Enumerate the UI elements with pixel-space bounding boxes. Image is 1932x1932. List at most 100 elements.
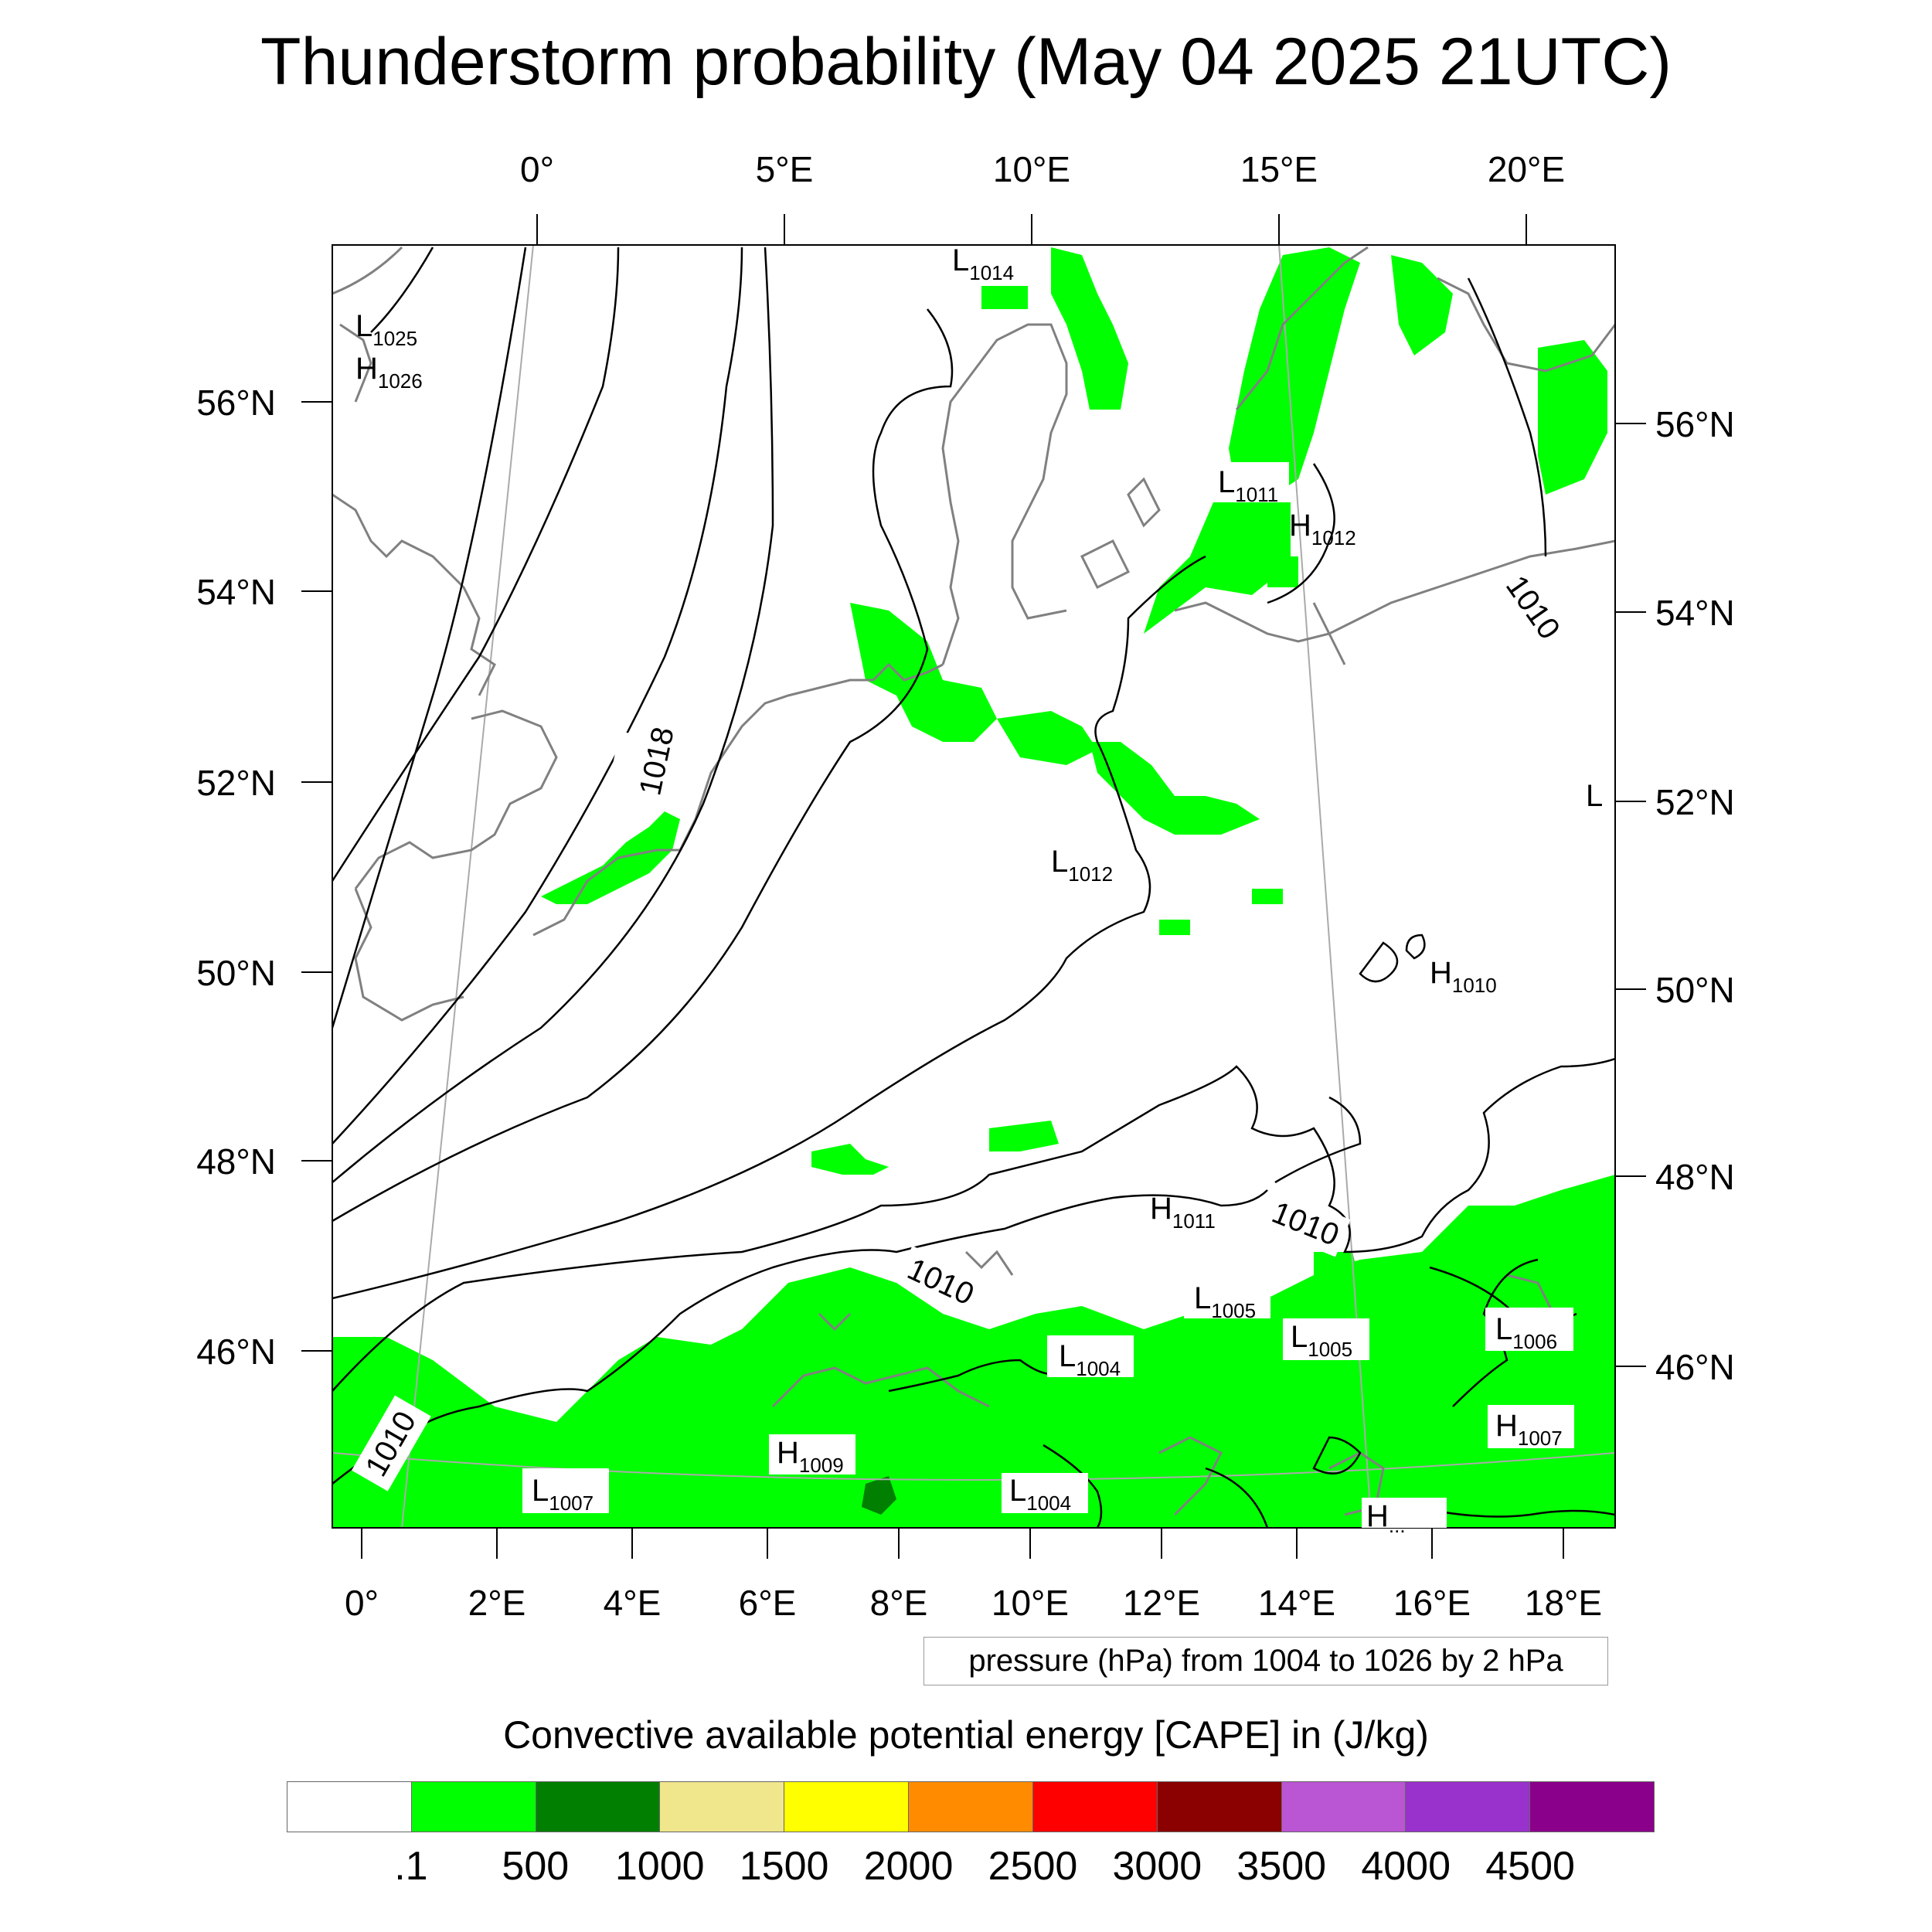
colorbar-swatch	[287, 1782, 412, 1832]
colorbar-swatch	[1406, 1782, 1531, 1832]
label-background	[1184, 1278, 1270, 1318]
pressure-note: pressure (hPa) from 1004 to 1026 by 2 hP…	[923, 1637, 1608, 1685]
colorbar-label: 1000	[614, 1844, 705, 1889]
pressure-center-low: L1004	[1009, 1474, 1071, 1515]
left-lat-label: 50°N	[196, 953, 276, 993]
pressure-center-low: L1014	[952, 243, 1014, 284]
bottom-lon-label: 16°E	[1393, 1583, 1471, 1623]
left-lat-label: 48°N	[196, 1141, 276, 1182]
pressure-center-high: H1012	[1289, 509, 1356, 549]
colorbar-swatch	[536, 1782, 661, 1832]
left-lat-label: 46°N	[196, 1332, 276, 1372]
pressure-center-high: H1009	[777, 1436, 844, 1477]
bottom-lon-label: 8°E	[870, 1583, 928, 1623]
label-background	[611, 731, 703, 791]
bottom-lon-label: 18°E	[1525, 1583, 1602, 1623]
label-background	[1488, 1405, 1574, 1448]
top-longitude-labels: 0° 5°E 10°E 15°E 20°E	[520, 149, 1565, 189]
colorbar-label: 2000	[863, 1844, 954, 1889]
cape-colorbar	[287, 1781, 1655, 1832]
pressure-center-low: L	[1586, 779, 1603, 813]
pressure-center-high: H1010	[1430, 956, 1497, 997]
colorbar-swatch	[1032, 1782, 1158, 1832]
right-lat-label: 52°N	[1655, 782, 1735, 822]
bottom-lon-label: 12°E	[1123, 1583, 1200, 1623]
pressure-center-high: H...	[1366, 1499, 1406, 1537]
label-background	[522, 1468, 609, 1513]
right-lat-label: 56°N	[1655, 404, 1735, 444]
colorbar-swatch	[660, 1782, 785, 1832]
colorbar-label: .1	[394, 1844, 428, 1889]
bottom-lon-label: 2°E	[468, 1583, 526, 1623]
cape-green-area	[332, 247, 1615, 1528]
isobar-label: 1010	[1499, 570, 1566, 645]
colorbar-label: 3000	[1112, 1844, 1202, 1889]
top-lon-label: 0°	[520, 149, 554, 189]
label-background	[769, 1434, 855, 1475]
bottom-lon-label: 0°	[345, 1583, 379, 1623]
pressure-center-high: H1007	[1495, 1409, 1563, 1450]
label-background	[1259, 1189, 1351, 1257]
pressure-center-high: H1026	[355, 352, 423, 393]
pressure-center-low: L1005	[1291, 1320, 1352, 1361]
colorbar-swatch	[1157, 1782, 1282, 1832]
label-background	[896, 1245, 987, 1316]
pressure-center-low: L1006	[1495, 1312, 1557, 1353]
colorbar-label: 3500	[1236, 1844, 1327, 1889]
label-background	[1283, 1318, 1369, 1360]
map-title: Thunderstorm probability (May 04 2025 21…	[260, 25, 1672, 99]
pressure-center-low: L1012	[1051, 845, 1113, 886]
cape-darkgreen-area	[862, 1476, 896, 1515]
colorbar-swatch	[411, 1782, 536, 1832]
colorbar-label: 4000	[1361, 1844, 1451, 1889]
colorbar-label: 4500	[1485, 1844, 1575, 1889]
bottom-lon-label: 6°E	[739, 1583, 797, 1623]
left-lat-label: 54°N	[196, 572, 276, 612]
right-lat-label: 50°N	[1655, 970, 1735, 1010]
colorbar-swatch	[1530, 1782, 1654, 1832]
right-lat-label: 48°N	[1655, 1157, 1735, 1197]
label-background	[1047, 1335, 1134, 1377]
cape-legend-title: Convective available potential energy [C…	[503, 1713, 1429, 1757]
bottom-lon-label: 10°E	[992, 1583, 1069, 1623]
pressure-centers: L1025 H1026 L1014 L1011 H1012 L1012 H101…	[355, 243, 1603, 1537]
left-latitude-labels: 56°N 54°N 52°N 50°N 48°N 46°N	[196, 383, 276, 1372]
isobars	[332, 247, 1615, 1528]
pressure-center-low: L1007	[532, 1474, 594, 1515]
pressure-center-low: L1011	[1218, 465, 1278, 506]
label-background	[1485, 1308, 1573, 1351]
graticule	[332, 245, 1615, 1528]
pressure-center-low: L1025	[355, 309, 417, 350]
bottom-lon-label: 14°E	[1258, 1583, 1335, 1623]
colorbar-swatch	[1281, 1782, 1406, 1832]
bottom-longitude-labels: 0° 2°E 4°E 6°E 8°E 10°E 12°E 14°E 16°E 1…	[345, 1583, 1602, 1623]
left-lat-label: 52°N	[196, 763, 276, 803]
top-lon-label: 5°E	[756, 149, 814, 189]
pressure-center-low: L1004	[1059, 1339, 1121, 1380]
map-content	[332, 245, 1615, 1528]
colorbar-swatch	[784, 1782, 910, 1832]
label-background	[1002, 1473, 1088, 1513]
colorbar-label: 2500	[988, 1844, 1078, 1889]
isobar-label: 1018	[633, 724, 681, 798]
label-background	[1362, 1498, 1447, 1528]
top-lon-label: 10°E	[993, 149, 1070, 189]
colorbar-label: 500	[502, 1844, 570, 1889]
tick-marks	[301, 214, 1646, 1559]
colorbar-label: 1500	[739, 1844, 829, 1889]
label-background	[351, 1395, 431, 1492]
label-background	[1208, 462, 1289, 502]
bottom-lon-label: 4°E	[604, 1583, 662, 1623]
top-lon-label: 20°E	[1488, 149, 1565, 189]
map-frame	[332, 244, 1616, 1529]
top-lon-label: 15°E	[1240, 149, 1318, 189]
pressure-center-low: L1005	[1194, 1281, 1256, 1322]
pressure-center-high: H1011	[1150, 1192, 1216, 1233]
right-lat-label: 54°N	[1655, 593, 1735, 633]
right-latitude-labels: 56°N 54°N 52°N 50°N 48°N 46°N	[1655, 404, 1735, 1387]
right-lat-label: 46°N	[1655, 1347, 1735, 1387]
cape-colorbar-labels: .1 500 1000 1500 2000 2500 3000 3500 4000 4500	[287, 1843, 1655, 1897]
left-lat-label: 56°N	[196, 383, 276, 423]
colorbar-swatch	[909, 1782, 1033, 1832]
